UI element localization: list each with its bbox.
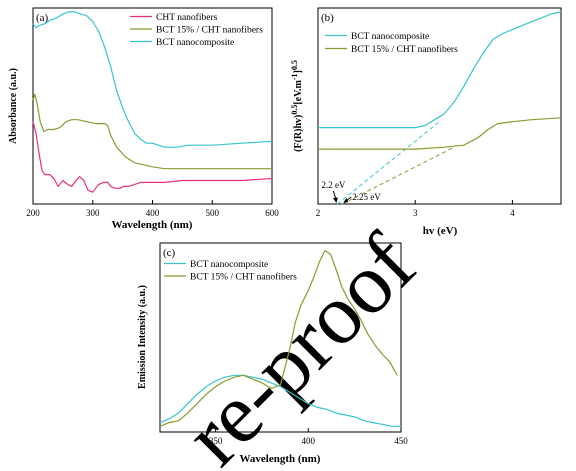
x-axis-label: Wavelength (nm) xyxy=(240,453,321,465)
legend-label: BCT nanocomposite xyxy=(190,260,268,270)
legend-label: BCT 15% / CHT nanofibers xyxy=(351,44,458,55)
x-tick-label: 450 xyxy=(394,436,408,446)
y-axis-label: (F(R)hv)0.5[eV.m-1]0.5 xyxy=(290,60,304,152)
legend-label: CHT nanofibers xyxy=(156,12,218,23)
x-tick-label: 350 xyxy=(209,436,223,446)
series-line xyxy=(318,11,562,129)
x-axis-label: hv (eV) xyxy=(423,225,458,237)
annotation-label: 2.25 eV xyxy=(352,192,381,202)
annotation-arrowhead xyxy=(332,197,338,203)
plot-frame xyxy=(317,7,562,205)
series-line xyxy=(318,117,562,150)
x-tick-label: 400 xyxy=(146,208,160,218)
legend-label: BCT nanocomposite xyxy=(156,38,234,48)
x-tick-label: 3 xyxy=(413,208,418,218)
x-tick-label: 2 xyxy=(316,208,321,218)
series-line xyxy=(32,93,272,170)
tangent-line xyxy=(337,121,440,205)
x-tick-label: 400 xyxy=(302,436,316,446)
legend-label: BCT 15% / CHT nanofibers xyxy=(156,25,263,36)
legend-label: BCT 15% / CHT nanofibers xyxy=(190,272,297,283)
annotation-label: 2.2 eV xyxy=(321,180,345,190)
series-line xyxy=(32,121,273,193)
y-axis-label: Emission Intensity (a.u.) xyxy=(137,285,148,389)
panel-label: (a) xyxy=(36,12,49,24)
panel-a: (a) Wavelength (nm) Absorbance (a.u.) 20… xyxy=(8,7,279,231)
plot-frame xyxy=(159,242,402,433)
series-line xyxy=(32,11,273,148)
x-tick-label: 500 xyxy=(206,208,220,218)
x-tick-label: 4 xyxy=(510,208,515,218)
series-line xyxy=(159,250,398,427)
x-tick-label: 300 xyxy=(86,208,100,218)
x-axis-label: Wavelength (nm) xyxy=(112,219,193,231)
series-line xyxy=(159,374,401,427)
panel-label: (c) xyxy=(163,247,176,259)
x-tick-label: 200 xyxy=(26,208,40,218)
legend-label: BCT nanocomposite xyxy=(351,32,429,42)
panel-label: (b) xyxy=(321,12,334,24)
y-axis-label: Absorbance (a.u.) xyxy=(8,68,19,144)
watermark: re-proof xyxy=(166,216,433,471)
panel-c: (c) Wavelength (nm) Emission Intensity (… xyxy=(137,242,408,465)
panel-b: (b) hv (eV) (F(R)hv)0.5[eV.m-1]0.5 2 3 4 BC… xyxy=(290,7,562,237)
x-tick-label: 600 xyxy=(265,208,279,218)
annotation-arrowhead xyxy=(343,198,349,203)
plot-frame xyxy=(32,7,273,205)
